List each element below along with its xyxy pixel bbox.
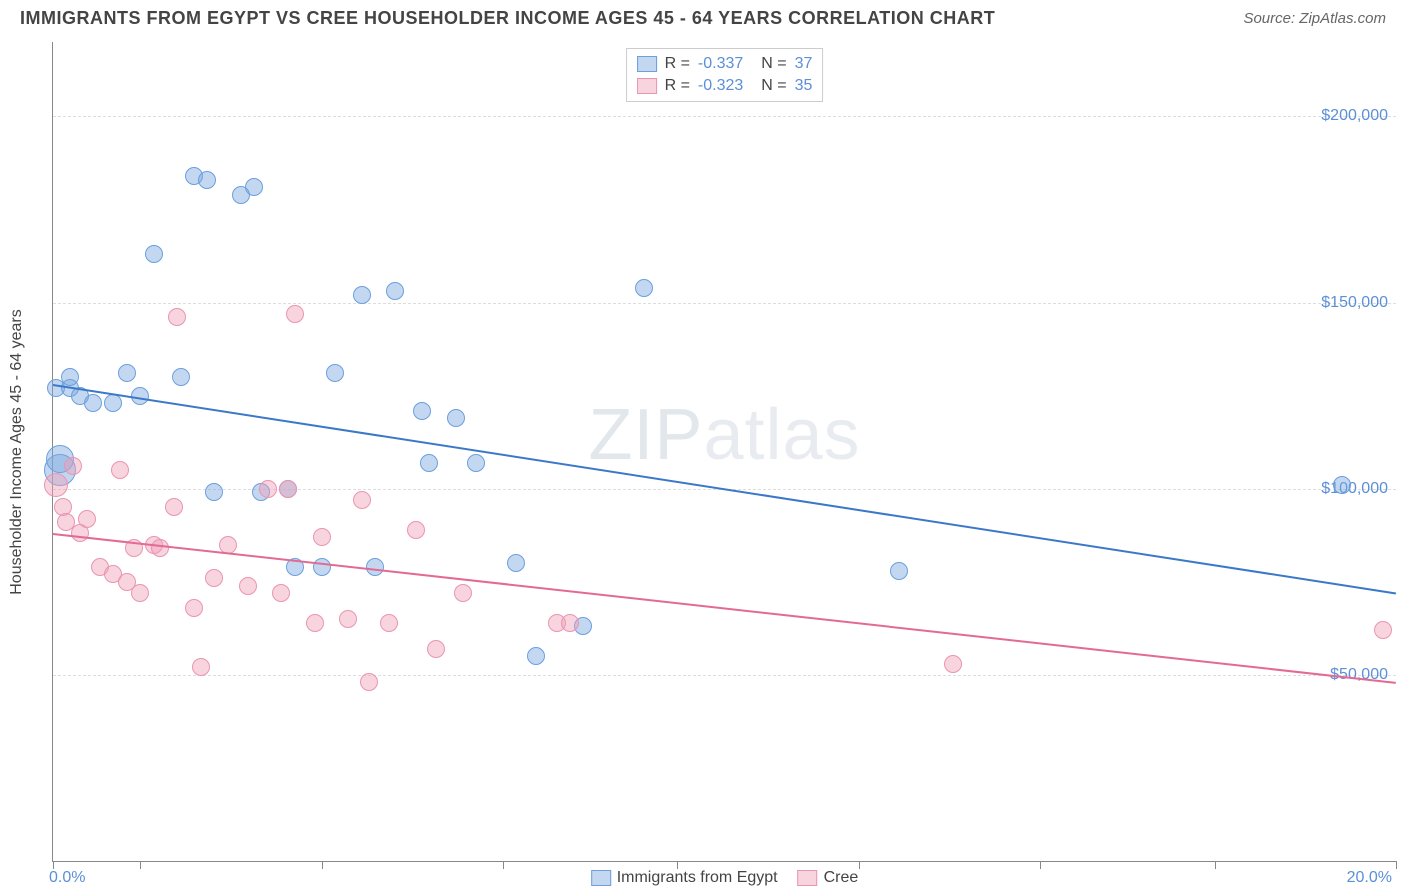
data-point <box>272 584 290 602</box>
legend-item-1: Immigrants from Egypt <box>591 869 778 887</box>
x-axis-tick <box>140 861 141 869</box>
y-axis-tick-label: $200,000 <box>1321 107 1388 125</box>
data-point <box>165 498 183 516</box>
data-point <box>407 521 425 539</box>
y-axis-tick-label: $150,000 <box>1321 294 1388 312</box>
data-point <box>104 394 122 412</box>
data-point <box>78 510 96 528</box>
x-axis-tick <box>322 861 323 869</box>
legend-row-series-2: R = -0.323 N = 35 <box>637 75 813 97</box>
data-point <box>205 483 223 501</box>
data-point <box>118 364 136 382</box>
data-point <box>111 461 129 479</box>
data-point <box>420 454 438 472</box>
data-point <box>353 286 371 304</box>
x-axis-label-left: 0.0% <box>49 869 85 887</box>
data-point <box>454 584 472 602</box>
y-axis-tick-label: $100,000 <box>1321 480 1388 498</box>
legend-swatch-1 <box>637 56 657 72</box>
chart-area: Householder Income Ages 45 - 64 years ZI… <box>52 42 1396 862</box>
gridline <box>53 675 1396 676</box>
correlation-legend: R = -0.337 N = 37 R = -0.323 N = 35 <box>626 48 824 102</box>
source-attribution: Source: ZipAtlas.com <box>1243 10 1386 27</box>
legend-item-2: Cree <box>798 869 859 887</box>
data-point <box>239 577 257 595</box>
data-point <box>151 539 169 557</box>
data-point <box>61 368 79 386</box>
data-point <box>64 457 82 475</box>
data-point <box>198 171 216 189</box>
data-point <box>185 599 203 617</box>
legend-swatch-bottom-1 <box>591 870 611 886</box>
x-axis-tick <box>53 861 54 869</box>
data-point <box>427 640 445 658</box>
y-axis-title: Householder Income Ages 45 - 64 years <box>8 309 26 595</box>
gridline <box>53 303 1396 304</box>
x-axis-tick <box>1040 861 1041 869</box>
x-axis-tick <box>503 861 504 869</box>
data-point <box>245 178 263 196</box>
data-point <box>1374 621 1392 639</box>
data-point <box>145 245 163 263</box>
data-point <box>413 402 431 420</box>
data-point <box>635 279 653 297</box>
data-point <box>447 409 465 427</box>
trend-line <box>53 533 1396 684</box>
legend-swatch-2 <box>637 78 657 94</box>
data-point <box>386 282 404 300</box>
data-point <box>172 368 190 386</box>
data-point <box>168 308 186 326</box>
x-axis-tick <box>859 861 860 869</box>
data-point <box>313 558 331 576</box>
data-point <box>326 364 344 382</box>
data-point <box>192 658 210 676</box>
data-point <box>890 562 908 580</box>
data-point <box>84 394 102 412</box>
data-point <box>944 655 962 673</box>
gridline <box>53 116 1396 117</box>
data-point <box>339 610 357 628</box>
data-point <box>279 480 297 498</box>
x-axis-tick <box>1215 861 1216 869</box>
data-point <box>313 528 331 546</box>
data-point <box>527 647 545 665</box>
data-point <box>561 614 579 632</box>
legend-row-series-1: R = -0.337 N = 37 <box>637 53 813 75</box>
x-axis-tick <box>677 861 678 869</box>
data-point <box>366 558 384 576</box>
x-axis-label-right: 20.0% <box>1347 869 1392 887</box>
data-point <box>467 454 485 472</box>
data-point <box>205 569 223 587</box>
legend-swatch-bottom-2 <box>798 870 818 886</box>
data-point <box>131 584 149 602</box>
plot-region: $50,000$100,000$150,000$200,000 <box>53 42 1396 861</box>
data-point <box>353 491 371 509</box>
data-point <box>286 305 304 323</box>
series-legend: Immigrants from Egypt Cree <box>591 869 859 887</box>
data-point <box>306 614 324 632</box>
x-axis-tick <box>1396 861 1397 869</box>
data-point <box>1333 476 1351 494</box>
data-point <box>259 480 277 498</box>
chart-title: IMMIGRANTS FROM EGYPT VS CREE HOUSEHOLDE… <box>20 8 995 29</box>
data-point <box>507 554 525 572</box>
data-point <box>360 673 378 691</box>
data-point <box>44 473 68 497</box>
data-point <box>380 614 398 632</box>
